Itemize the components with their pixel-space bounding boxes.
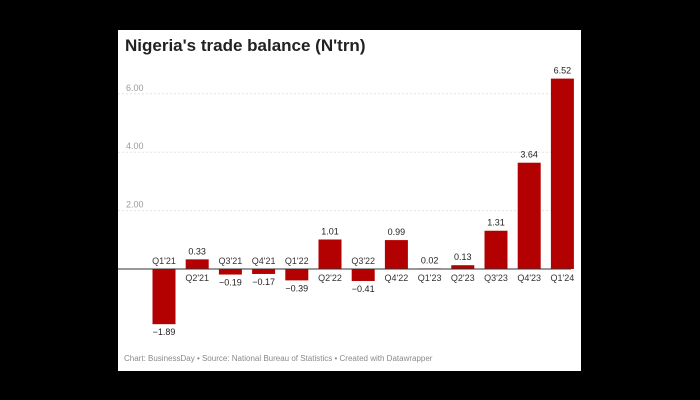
bar: [384, 240, 408, 269]
x-category-label: Q3'22: [351, 256, 375, 266]
bar: [152, 269, 176, 325]
x-category-label: Q4'22: [385, 273, 409, 283]
bar: [252, 269, 276, 274]
bar-value-label: 3.64: [520, 150, 538, 160]
bar-value-label: 1.31: [487, 218, 505, 228]
bar: [185, 259, 209, 269]
x-category-label: Q1'23: [418, 273, 442, 283]
bar-value-label: 0.99: [388, 227, 406, 237]
y-tick-label: 4.00: [126, 141, 144, 151]
footer-separator: •: [196, 354, 202, 363]
x-category-label: Q3'21: [219, 256, 243, 266]
bar-value-label: −0.41: [352, 284, 375, 294]
bar: [451, 265, 475, 269]
bar-value-label: −1.89: [153, 327, 176, 337]
bar-value-label: 1.01: [321, 227, 339, 237]
bar: [351, 269, 375, 281]
bar-value-label: 0.33: [188, 246, 206, 256]
x-category-label: Q2'21: [185, 273, 209, 283]
bar: [318, 239, 342, 269]
x-category-label: Q1'22: [285, 256, 309, 266]
chart-title: Nigeria's trade balance (N'trn): [125, 36, 366, 55]
bar-value-label: −0.39: [285, 283, 308, 293]
y-tick-label: 6.00: [126, 83, 144, 93]
bar-chart: 2.00 4.00 6.00 −1.89 Q1'21 0.33 Q2'21 −0.19 Q3'2…: [118, 66, 575, 337]
x-category-label: Q2'23: [451, 273, 475, 283]
source-credit: Source: National Bureau of Statistics: [201, 354, 333, 363]
x-category-label: Q3'23: [484, 273, 508, 283]
x-category-label: Q1'24: [551, 273, 575, 283]
x-category-label: Q4'23: [517, 273, 541, 283]
chart-card: Nigeria's trade balance (N'trn) 2.00 4.00…: [118, 30, 581, 371]
bar-value-label: −0.19: [219, 278, 242, 288]
bar: [484, 230, 508, 269]
bar: [285, 269, 309, 281]
chart-footer: Chart: BusinessDay • Source: National Bu…: [124, 354, 432, 363]
bar-value-label: 0.02: [421, 255, 439, 265]
bar-value-label: 6.52: [554, 66, 572, 76]
y-tick-label: 2.00: [126, 200, 144, 210]
x-category-label: Q4'21: [252, 256, 276, 266]
bar: [517, 162, 541, 269]
x-category-label: Q2'22: [318, 273, 342, 283]
bar: [550, 78, 574, 269]
chart-credit: Chart: BusinessDay: [124, 354, 195, 363]
x-category-label: Q1'21: [152, 256, 176, 266]
bar: [218, 269, 242, 275]
created-with-credit: Created with Datawrapper: [339, 354, 433, 363]
bar-value-label: 0.13: [454, 252, 472, 262]
bar-value-label: −0.17: [252, 277, 275, 287]
footer-separator: •: [334, 354, 340, 363]
